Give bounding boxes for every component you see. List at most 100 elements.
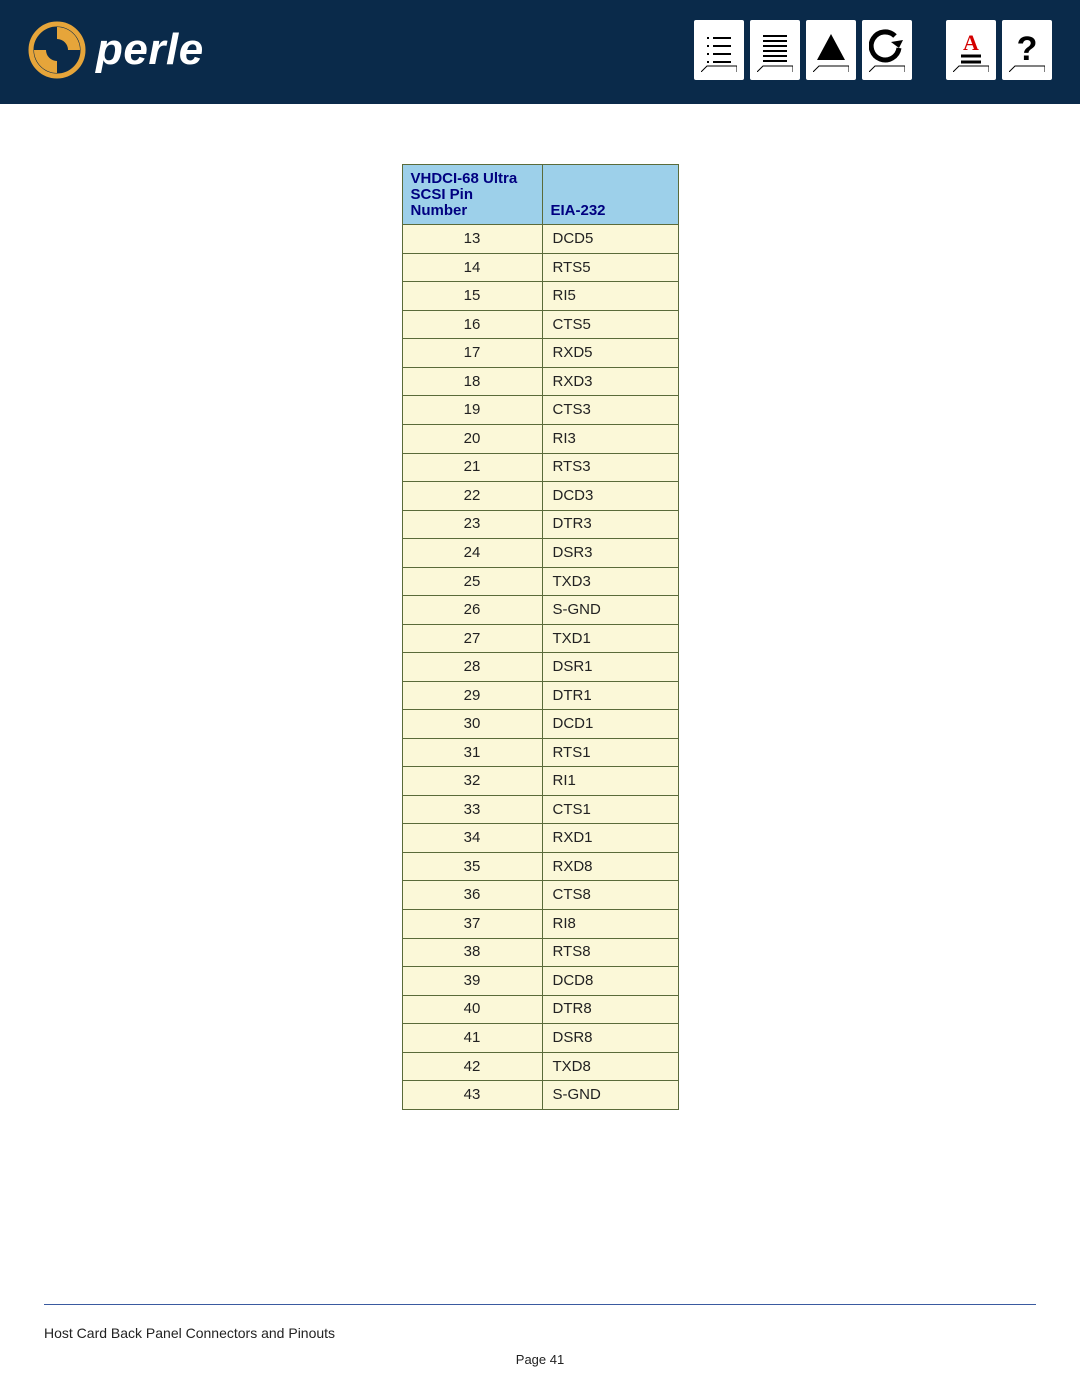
cell-pin: 26 — [402, 596, 542, 625]
table-row: 29DTR1 — [402, 681, 678, 710]
table-row: 43S-GND — [402, 1081, 678, 1110]
cell-signal: RXD8 — [542, 852, 678, 881]
cell-pin: 13 — [402, 225, 542, 254]
table-row: 20RI3 — [402, 424, 678, 453]
cell-pin: 40 — [402, 995, 542, 1024]
cell-signal: DSR8 — [542, 1024, 678, 1053]
header-pin: VHDCI-68 Ultra SCSI Pin Number — [402, 165, 542, 225]
back-icon[interactable] — [862, 20, 912, 80]
table-row: 39DCD8 — [402, 967, 678, 996]
table-header-row: VHDCI-68 Ultra SCSI Pin Number EIA-232 — [402, 165, 678, 225]
contents-icon[interactable] — [694, 20, 744, 80]
cell-signal: RTS3 — [542, 453, 678, 482]
table-row: 19CTS3 — [402, 396, 678, 425]
table-row: 30DCD1 — [402, 710, 678, 739]
table-row: 15RI5 — [402, 282, 678, 311]
brand-mark-icon — [28, 21, 86, 79]
page-body: VHDCI-68 Ultra SCSI Pin Number EIA-232 1… — [0, 104, 1080, 1110]
cell-pin: 33 — [402, 795, 542, 824]
cell-signal: RI1 — [542, 767, 678, 796]
table-row: 23DTR3 — [402, 510, 678, 539]
cell-signal: RXD1 — [542, 824, 678, 853]
cell-signal: DCD1 — [542, 710, 678, 739]
cell-signal: RTS5 — [542, 253, 678, 282]
table-row: 21RTS3 — [402, 453, 678, 482]
table-row: 42TXD8 — [402, 1052, 678, 1081]
table-row: 27TXD1 — [402, 624, 678, 653]
table-row: 40DTR8 — [402, 995, 678, 1024]
cell-signal: RI8 — [542, 910, 678, 939]
help-icon[interactable]: ? — [1002, 20, 1052, 80]
footer-title: Host Card Back Panel Connectors and Pino… — [44, 1325, 335, 1341]
cell-pin: 27 — [402, 624, 542, 653]
cell-pin: 25 — [402, 567, 542, 596]
table-row: 28DSR1 — [402, 653, 678, 682]
svg-text:?: ? — [1017, 30, 1038, 68]
table-row: 31RTS1 — [402, 738, 678, 767]
cell-signal: DSR3 — [542, 539, 678, 568]
table-row: 37RI8 — [402, 910, 678, 939]
cell-signal: RTS1 — [542, 738, 678, 767]
cell-signal: CTS8 — [542, 881, 678, 910]
cell-pin: 20 — [402, 424, 542, 453]
cell-pin: 31 — [402, 738, 542, 767]
index-icon[interactable] — [750, 20, 800, 80]
cell-pin: 29 — [402, 681, 542, 710]
cell-signal: CTS1 — [542, 795, 678, 824]
table-row: 16CTS5 — [402, 310, 678, 339]
footer-rule — [44, 1304, 1036, 1305]
cell-pin: 32 — [402, 767, 542, 796]
cell-pin: 16 — [402, 310, 542, 339]
cell-pin: 39 — [402, 967, 542, 996]
cell-pin: 36 — [402, 881, 542, 910]
cell-signal: DTR1 — [542, 681, 678, 710]
footer-page: Page 41 — [0, 1352, 1080, 1367]
cell-pin: 23 — [402, 510, 542, 539]
cell-pin: 21 — [402, 453, 542, 482]
table-row: 32RI1 — [402, 767, 678, 796]
cell-pin: 30 — [402, 710, 542, 739]
header-bar: perle — [0, 0, 1080, 104]
jump-icon[interactable] — [806, 20, 856, 80]
cell-pin: 18 — [402, 367, 542, 396]
table-row: 41DSR8 — [402, 1024, 678, 1053]
toolbar: A ? — [694, 20, 1052, 80]
table-row: 33CTS1 — [402, 795, 678, 824]
table-row: 14RTS5 — [402, 253, 678, 282]
cell-pin: 15 — [402, 282, 542, 311]
cell-pin: 14 — [402, 253, 542, 282]
cell-pin: 24 — [402, 539, 542, 568]
table-row: 36CTS8 — [402, 881, 678, 910]
table-row: 17RXD5 — [402, 339, 678, 368]
cell-signal: DTR8 — [542, 995, 678, 1024]
cell-signal: CTS5 — [542, 310, 678, 339]
table-row: 38RTS8 — [402, 938, 678, 967]
cell-pin: 35 — [402, 852, 542, 881]
cell-signal: RXD3 — [542, 367, 678, 396]
table-row: 24DSR3 — [402, 539, 678, 568]
table-row: 13DCD5 — [402, 225, 678, 254]
cell-pin: 17 — [402, 339, 542, 368]
table-row: 34RXD1 — [402, 824, 678, 853]
cell-signal: TXD3 — [542, 567, 678, 596]
cell-signal: DSR1 — [542, 653, 678, 682]
cell-signal: DCD3 — [542, 482, 678, 511]
cell-signal: RI3 — [542, 424, 678, 453]
pinout-table: VHDCI-68 Ultra SCSI Pin Number EIA-232 1… — [402, 164, 679, 1110]
table-row: 18RXD3 — [402, 367, 678, 396]
cell-signal: S-GND — [542, 1081, 678, 1110]
cell-signal: DCD8 — [542, 967, 678, 996]
cell-pin: 41 — [402, 1024, 542, 1053]
cell-pin: 22 — [402, 482, 542, 511]
cell-signal: CTS3 — [542, 396, 678, 425]
cell-pin: 37 — [402, 910, 542, 939]
table-row: 22DCD3 — [402, 482, 678, 511]
cell-pin: 19 — [402, 396, 542, 425]
glossary-icon[interactable]: A — [946, 20, 996, 80]
brand-logo: perle — [28, 21, 204, 79]
header-signal: EIA-232 — [542, 165, 678, 225]
cell-signal: TXD1 — [542, 624, 678, 653]
cell-pin: 34 — [402, 824, 542, 853]
cell-signal: TXD8 — [542, 1052, 678, 1081]
table-row: 35RXD8 — [402, 852, 678, 881]
